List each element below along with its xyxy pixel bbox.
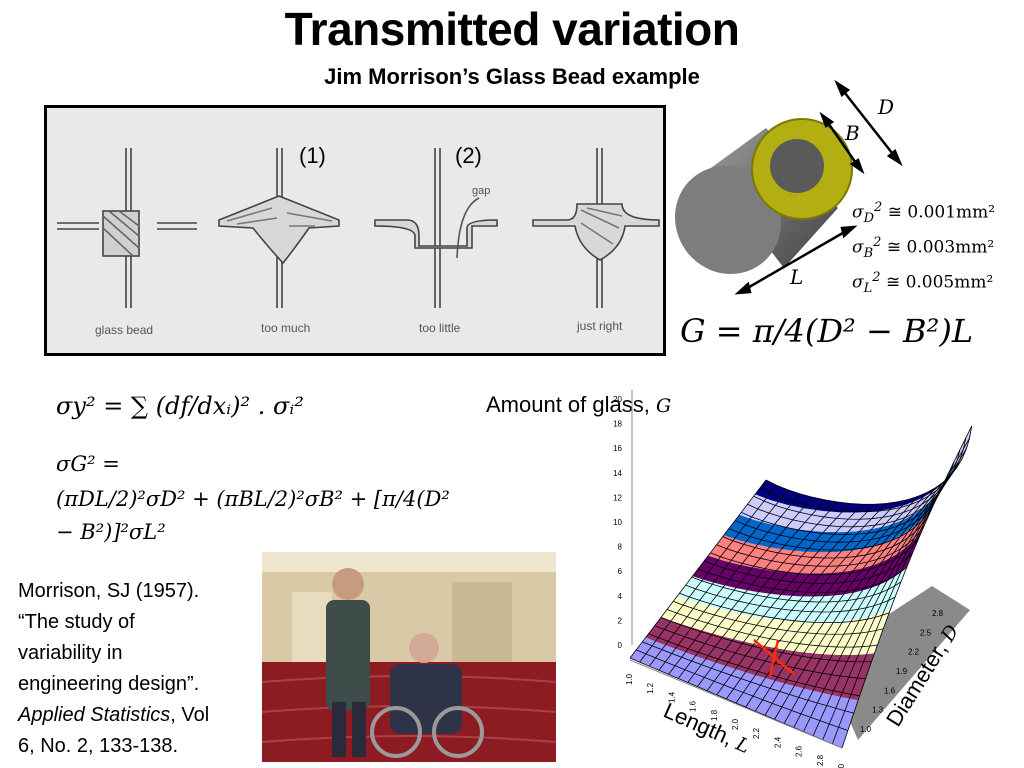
y-ticks: 1.0 1.3 1.6 1.9 2.2 2.5 2.8 (860, 609, 944, 734)
glass-bead-sketch: (1) (2) gap glass bead too much too litt… (57, 143, 660, 337)
mesh-line (774, 487, 937, 720)
x-tick-label: 1.6 (689, 700, 698, 712)
caption-too-much: too much (261, 321, 310, 335)
surface-band (692, 528, 924, 597)
label-2: (2) (455, 143, 482, 168)
dim-d-label: D (877, 95, 894, 119)
z-tick-label: 0 (618, 641, 623, 650)
surface-band (739, 426, 972, 533)
y-tick-label: 2.2 (908, 648, 920, 657)
z-tick-label: 8 (618, 543, 623, 552)
mesh-line (765, 426, 973, 505)
caption-too-little: too little (419, 321, 461, 335)
x-tick-label: 2.4 (773, 736, 782, 748)
z-tick-label: 20 (613, 395, 622, 404)
z-tick-label: 18 (613, 420, 622, 429)
gap-label: gap (472, 185, 490, 197)
ref-line1: Morrison, SJ (1957). (18, 580, 200, 602)
mesh-line (710, 538, 919, 576)
z-tick-label: 12 (613, 493, 622, 502)
caption-glass-bead: glass bead (95, 323, 153, 337)
y-tick-label: 2.5 (920, 628, 932, 637)
label-1: (1) (299, 143, 326, 168)
bead-cylinder-diagram: D B L (674, 80, 903, 295)
g-formula: G = π/4(D² − B²)L (680, 312, 974, 350)
surface-band (723, 458, 956, 553)
x-tick-label: 2.6 (795, 745, 804, 757)
photo-illustration (262, 552, 556, 762)
z-axis-title: Amount of glass, G (486, 392, 672, 417)
mesh-line (741, 473, 949, 535)
mesh-line (697, 566, 908, 593)
ref-line4: engineering design”. (18, 673, 200, 695)
x-tick-label: 2.2 (752, 727, 761, 739)
mesh-line (803, 466, 958, 732)
mesh-line (728, 498, 937, 551)
mesh-line (841, 425, 973, 749)
ref-line3: variability in (18, 642, 123, 664)
mesh-line (734, 486, 943, 543)
caption-just-right: just right (576, 319, 623, 333)
x-tick-label: 1.8 (710, 709, 719, 721)
variance-list: σD2 ≅ 0.001mm² σB2 ≅ 0.003mm² σL2 ≅ 0.00… (852, 196, 995, 301)
y-tick-label: 1.6 (884, 686, 896, 695)
z-ticks: 0 2 4 6 8 10 12 14 16 18 20 (613, 395, 622, 650)
mesh-line (704, 552, 914, 584)
nominal-point-marker-b (768, 639, 780, 677)
photo-morrison (262, 552, 556, 762)
sigma-g-line3: − B²)]²σL² (56, 520, 166, 544)
x-tick-label: 1.4 (667, 691, 676, 703)
ref-line2: “The study of (18, 611, 135, 633)
sigma-g-line1: σG² = (56, 452, 120, 476)
x-axis-title: Length, L (660, 698, 754, 758)
slide-title: Transmitted variation (284, 3, 740, 55)
z-tick-label: 4 (618, 592, 623, 601)
surface-band (645, 617, 875, 701)
z-tick-label: 16 (613, 444, 622, 453)
mesh-line (783, 481, 945, 724)
glass-bead-figure: (1) (2) gap glass bead too much too litt… (44, 105, 666, 356)
x-tick-label: 1.2 (646, 682, 655, 694)
x-tick-label: 2.8 (816, 754, 825, 766)
variance-b: σB2 ≅ 0.003mm² (852, 235, 995, 262)
surface-band (661, 596, 891, 656)
x-tick-label: 2.0 (731, 718, 740, 730)
z-tick-label: 14 (613, 469, 622, 478)
mesh-line (747, 461, 955, 528)
plot-axes (629, 390, 843, 749)
mesh-line (753, 449, 961, 520)
dim-l-label: L (789, 265, 803, 289)
y-tick-label: 1.0 (860, 725, 872, 734)
sigma-g-line2: (πDL/2)²σD² + (πBL/2)²σB² + [π/4(D² (56, 487, 450, 511)
x-ticks: 1.0 1.2 1.4 1.6 1.8 2.0 2.2 2.4 2.6 2.8 3.0 (625, 673, 846, 768)
z-tick-label: 2 (618, 616, 623, 625)
z-tick-label: 10 (613, 518, 622, 527)
reference-citation: Morrison, SJ (1957). “The study of varia… (18, 576, 258, 762)
mesh-line (722, 511, 931, 559)
y-tick-label: 2.8 (932, 609, 944, 618)
mesh-line (831, 437, 970, 745)
sigma-y-equation: σy² = ∑ (df/dxᵢ)² . σᵢ² (56, 392, 304, 420)
mesh-line (716, 524, 925, 567)
ref-line5: Applied Statistics, Vol (18, 704, 210, 726)
y-tick-label: 1.9 (896, 667, 908, 676)
y-tick-label: 1.3 (872, 706, 884, 715)
ref-line6: 6, No. 2, 133-138. (18, 735, 179, 757)
x-tick-label: 1.0 (625, 673, 634, 685)
surface-plot: 0 2 4 6 8 10 12 14 16 18 20 1.0 1.2 1.4 1.6 1.8 2.0 2.2 2… (613, 390, 973, 768)
surface-band (676, 567, 907, 623)
floor-shadow (822, 586, 970, 740)
mesh-line (793, 474, 952, 728)
slide-subtitle: Jim Morrison’s Glass Bead example (324, 64, 700, 89)
variance-l: σL2 ≅ 0.005mm² (852, 270, 994, 297)
x-tick-label: 3.0 (837, 763, 846, 768)
variance-d: σD2 ≅ 0.001mm² (852, 200, 996, 227)
z-tick-label: 6 (618, 567, 623, 576)
mesh-line (754, 496, 919, 712)
dim-b-label: B (844, 121, 860, 145)
